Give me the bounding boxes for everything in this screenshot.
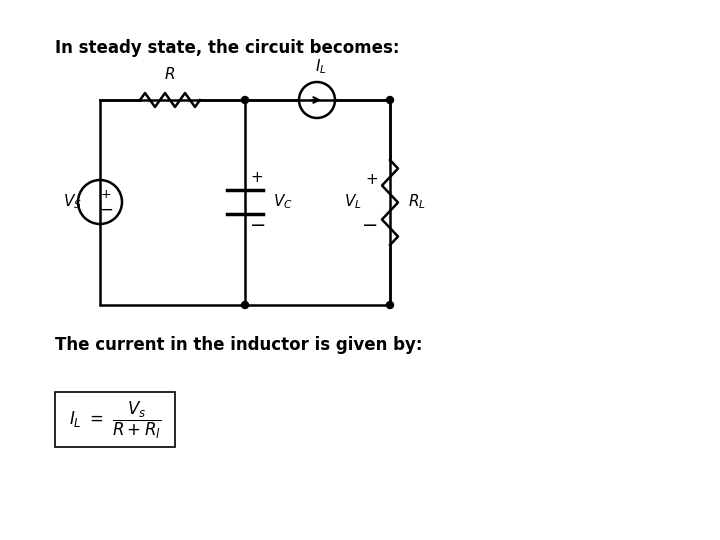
Text: $V_C$: $V_C$ [273,193,293,211]
Text: $V_L$: $V_L$ [344,193,362,211]
Text: +: + [101,187,112,200]
Circle shape [387,97,394,104]
Text: −: − [99,201,113,219]
Text: In steady state, the circuit becomes:: In steady state, the circuit becomes: [55,39,400,57]
Circle shape [241,97,248,104]
Text: $R_L$: $R_L$ [408,193,426,211]
Text: The current in the inductor is given by:: The current in the inductor is given by: [55,336,423,354]
Circle shape [387,301,394,308]
Text: $I_L\ =\ \dfrac{V_s}{R + R_l}$: $I_L\ =\ \dfrac{V_s}{R + R_l}$ [69,400,161,441]
Text: +: + [250,171,263,186]
Text: $R$: $R$ [164,66,176,82]
Text: −: − [361,215,378,234]
Text: $I_L$: $I_L$ [315,57,327,76]
Circle shape [241,301,248,308]
Text: $V_S$: $V_S$ [63,193,82,211]
FancyBboxPatch shape [55,392,175,447]
Text: −: − [250,217,266,235]
Text: +: + [365,172,378,187]
